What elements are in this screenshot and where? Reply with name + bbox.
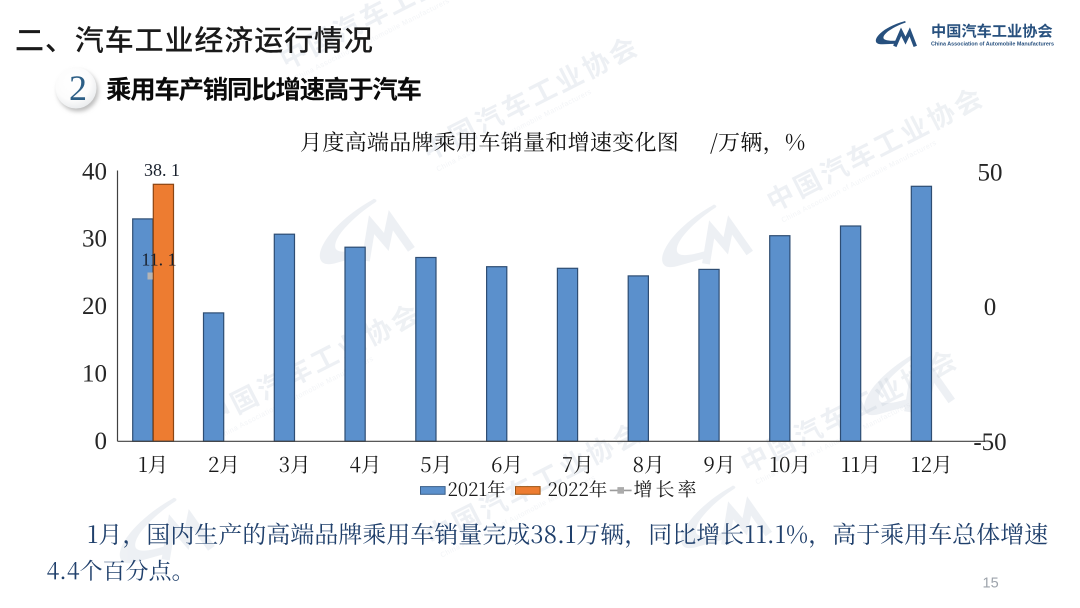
svg-text:30: 30 <box>82 226 107 253</box>
svg-text:50: 50 <box>978 160 1003 187</box>
svg-text:China Association of Automobil: China Association of Automobile Manufact… <box>931 42 1054 48</box>
svg-text:0: 0 <box>95 428 108 455</box>
svg-text:0: 0 <box>984 294 997 321</box>
svg-text:-50: -50 <box>973 429 1006 456</box>
svg-text:11. 1: 11. 1 <box>141 250 176 270</box>
svg-text:15: 15 <box>983 576 999 592</box>
svg-text:2: 2 <box>69 68 87 108</box>
svg-text:40: 40 <box>82 158 107 185</box>
svg-text:10: 10 <box>82 360 107 387</box>
svg-text:20: 20 <box>82 293 107 320</box>
svg-text:38. 1: 38. 1 <box>144 160 180 180</box>
